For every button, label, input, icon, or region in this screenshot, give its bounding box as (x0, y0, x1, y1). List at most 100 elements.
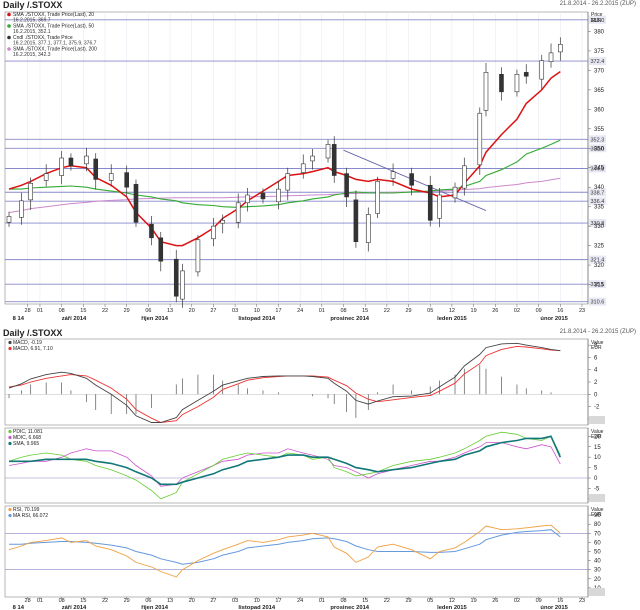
price-level-box (589, 57, 606, 66)
legend-series-value: 16.2.2015, 342.3 (13, 52, 51, 58)
candle-body (6, 216, 12, 223)
candle-body (483, 72, 489, 111)
candle-body (235, 202, 241, 223)
candle-body (260, 192, 266, 200)
price-axis-label: 370 (594, 68, 605, 74)
price-level-box (589, 197, 606, 206)
dmi-axis-label: 20 (594, 434, 601, 440)
bottom-x-tick-label: 01 (37, 598, 43, 604)
bottom-x-tick-label: 06 (145, 598, 151, 604)
candle-body (195, 239, 201, 273)
price-level-box (589, 164, 606, 173)
price-axis-label: 330 (594, 224, 605, 230)
candle-body (325, 144, 331, 159)
legend-series-label: SMA ./STOXX, Trade Price(Last), 50 (13, 24, 94, 30)
x-month-label: únor 2015 (540, 316, 568, 322)
price-level-box (589, 15, 606, 24)
legend-series-label: Cndl ./STOXX, Trade Price (13, 35, 73, 41)
bottom-x-tick-label: 17 (275, 598, 281, 604)
price-axis-label: 375 (594, 49, 605, 55)
rsi-axis-label: 50 (594, 550, 601, 556)
x-tick-label: 02 (514, 308, 520, 314)
candle-body (149, 223, 154, 239)
candle-body (19, 200, 24, 218)
bottom-x-tick-label: 03 (232, 598, 238, 604)
x-tick-label: 27 (210, 308, 216, 314)
bottom-x-tick-label: 19 (471, 598, 477, 604)
bottom-x-tick-label: 16 (557, 598, 563, 604)
candle-body (124, 172, 129, 188)
price-level-box (589, 188, 606, 197)
x-tick-label: 20 (189, 308, 195, 314)
x-tick-label: 03 (232, 308, 238, 314)
rsi-axis-title: Value (591, 507, 604, 513)
bottom-x-tick-label: 22 (102, 598, 108, 604)
x-tick-label: 01 (37, 308, 43, 314)
candle-body (409, 173, 414, 186)
price-axis-title: Price (591, 12, 603, 18)
legend-series-label: SMA ./STOXX, Trade Price(Last), 200 (13, 47, 97, 53)
rsi-panel-frame (4, 505, 589, 598)
rsi-ma-line (9, 529, 561, 565)
candle-body (548, 52, 554, 62)
dmi-axis-label: 15 (594, 445, 601, 451)
rsi-axis-label: 20 (594, 577, 601, 583)
x-tick-label: 13 (167, 308, 173, 314)
macd-axis-label: -2 (594, 405, 600, 411)
bottom-x-tick-label: 09 (536, 598, 542, 604)
rsi-legend-swatch (8, 513, 12, 518)
dmi-pdic-line (8, 431, 561, 500)
bottom-x-tick-label: 29 (405, 598, 411, 604)
macd-axis-label: 4 (594, 368, 598, 374)
rsi-axis-label: 70 (594, 531, 601, 537)
dmi-panel-frame (4, 427, 589, 504)
rsi-legend-label: MA RSI, 66.072 (13, 513, 48, 519)
x-tick-label: 22 (384, 308, 390, 314)
candle-body (539, 60, 545, 80)
x-tick-label: 28 (25, 308, 31, 314)
rsi-axis-label: 40 (594, 559, 601, 565)
bottom-x-tick-label: 08 (59, 598, 65, 604)
rsi-axis-label: 90 (594, 513, 601, 519)
candle-body (523, 72, 529, 77)
price-axis-label: 380 (594, 29, 605, 35)
candle-body (211, 225, 216, 240)
candle-body (180, 270, 185, 300)
legend-series-value: 16.2.2015, 377.1, 377.1, 375.9, 376.7 (13, 41, 97, 47)
bottom-x-tick-label: 23 (579, 598, 585, 604)
price-level-box (589, 280, 606, 289)
price-level-label: 344.8 (591, 167, 605, 173)
x-tick-label: 26 (492, 308, 498, 314)
legend-series-value: 16.2.2015, 352.1 (13, 29, 51, 35)
bottom-x-tick-label: 05 (427, 598, 433, 604)
price-axis-label: 350 (594, 146, 605, 152)
candle-body (84, 155, 89, 165)
price-level-box (589, 144, 606, 153)
bottom-x-tick-label: 22 (384, 598, 390, 604)
candle-body (499, 73, 504, 93)
x-tick-label: 24 (297, 308, 303, 314)
price-axis-label: 355 (594, 127, 605, 133)
macd-axis-title: Value (591, 340, 604, 346)
bottom-x-month-label: únor 2015 (540, 605, 568, 610)
candle-body (93, 158, 99, 180)
price-level-box (589, 135, 606, 144)
bottom-x-month-label: listopad 2014 (238, 605, 276, 610)
candle-body (353, 199, 359, 243)
indicator-header: Daily /.STOXX 21.8.2014 - 26.2.2015 (ZUP… (0, 328, 640, 338)
price-axis-label: 365 (594, 88, 605, 94)
x-tick-label: 15 (80, 308, 86, 314)
candle-body (173, 258, 179, 297)
price-axis-label: 360 (594, 107, 605, 113)
candle-body (514, 73, 520, 93)
rsi-axis-unit: EUR (591, 512, 602, 518)
bottom-x-month-label: září 2014 (62, 605, 87, 610)
price-axis-label: 315 (594, 283, 605, 289)
x-month-label: listopad 2014 (238, 316, 276, 322)
macd-axis-label: 8 (594, 343, 598, 349)
candle-body (477, 112, 483, 166)
macd-panel-frame (4, 338, 589, 426)
macd-axis-label: 6 (594, 355, 598, 361)
rsi-axis-label: 60 (594, 540, 601, 546)
